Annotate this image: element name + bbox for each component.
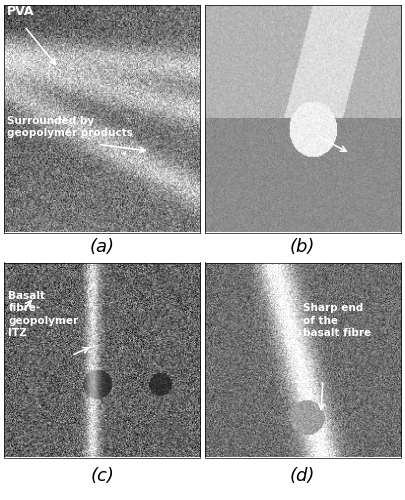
Text: (a): (a) <box>90 238 115 256</box>
Text: Sharp end
of the
basalt fibre: Sharp end of the basalt fibre <box>303 304 371 338</box>
Text: PVA: PVA <box>6 4 34 18</box>
Text: (d): (d) <box>290 467 315 485</box>
Text: Surrounded by
geopolymer products: Surrounded by geopolymer products <box>6 116 132 138</box>
Text: (b): (b) <box>290 238 315 256</box>
Text: (c): (c) <box>90 467 114 485</box>
Text: Basalt
fibre-
geopolymer
ITZ: Basalt fibre- geopolymer ITZ <box>9 291 79 338</box>
